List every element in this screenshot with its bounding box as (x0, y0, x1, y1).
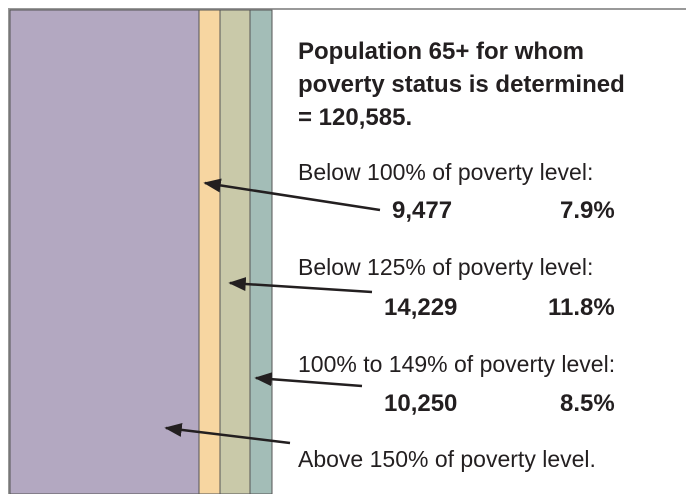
item-label: Above 150% of poverty level. (298, 446, 596, 472)
stripe-above-150 (9, 9, 200, 495)
item-label: Below 100% of poverty level: (298, 159, 593, 185)
stripe-below-100 (198, 9, 221, 495)
stripe-100-149 (249, 9, 273, 495)
arrow (228, 277, 373, 294)
arrow (203, 178, 381, 212)
title-line: poverty status is determined (298, 71, 625, 98)
item-count: 14,229 (384, 294, 457, 321)
title-line: = 120,585. (298, 104, 412, 131)
item-count: 10,250 (384, 390, 457, 417)
item-percent: 7.9% (560, 197, 615, 224)
title-line: Population 65+ for whom (298, 38, 584, 65)
item-label: 100% to 149% of poverty level: (298, 351, 615, 377)
arrow (254, 372, 363, 388)
item-percent: 8.5% (560, 390, 615, 417)
item-label: Below 125% of poverty level: (298, 254, 593, 280)
stripe-below-125 (219, 9, 251, 495)
arrow (164, 422, 291, 445)
item-percent: 11.8% (548, 294, 615, 321)
item-count: 9,477 (392, 197, 452, 224)
